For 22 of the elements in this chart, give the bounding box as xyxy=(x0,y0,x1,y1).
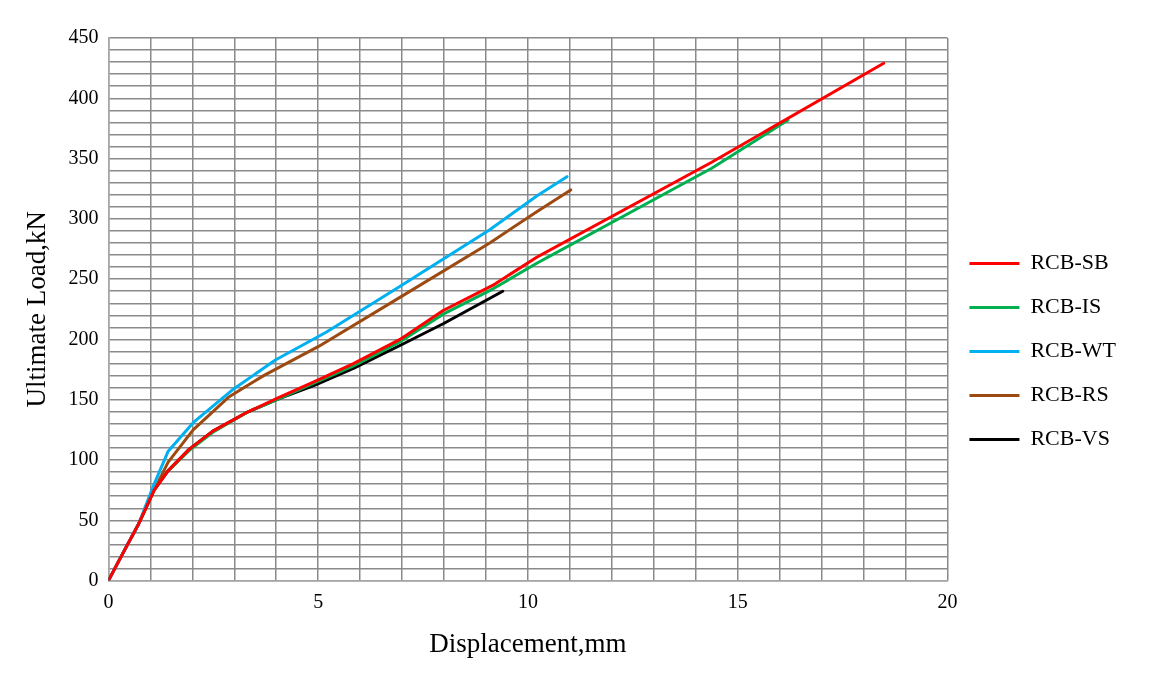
y-tick-label: 100 xyxy=(68,447,99,470)
legend-label: RCB-SB xyxy=(1030,249,1109,275)
x-tick-label: 20 xyxy=(937,589,958,612)
legend-label: RCB-WT xyxy=(1030,337,1117,363)
x-tick-label: 15 xyxy=(727,589,748,612)
y-axis-title: Ultimate Load,kN xyxy=(21,211,52,408)
y-tick-label: 350 xyxy=(68,145,99,168)
y-tick-label: 50 xyxy=(78,507,99,530)
y-tick-label: 150 xyxy=(68,386,99,409)
y-tick-label: 300 xyxy=(68,206,99,229)
x-tick-label: 5 xyxy=(313,589,324,612)
x-axis-title: Displacement,mm xyxy=(429,627,627,658)
y-tick-label: 250 xyxy=(68,266,99,289)
x-tick-label: 10 xyxy=(517,589,538,612)
y-tick-label: 0 xyxy=(88,567,99,590)
y-tick-label: 200 xyxy=(68,326,99,349)
x-tick-label: 0 xyxy=(103,589,114,612)
legend-label: RCB-RS xyxy=(1030,381,1109,407)
y-tick-label: 400 xyxy=(68,85,99,108)
legend-label: RCB-IS xyxy=(1030,293,1102,319)
legend-label: RCB-VS xyxy=(1030,425,1110,451)
y-tick-label: 450 xyxy=(68,25,99,48)
